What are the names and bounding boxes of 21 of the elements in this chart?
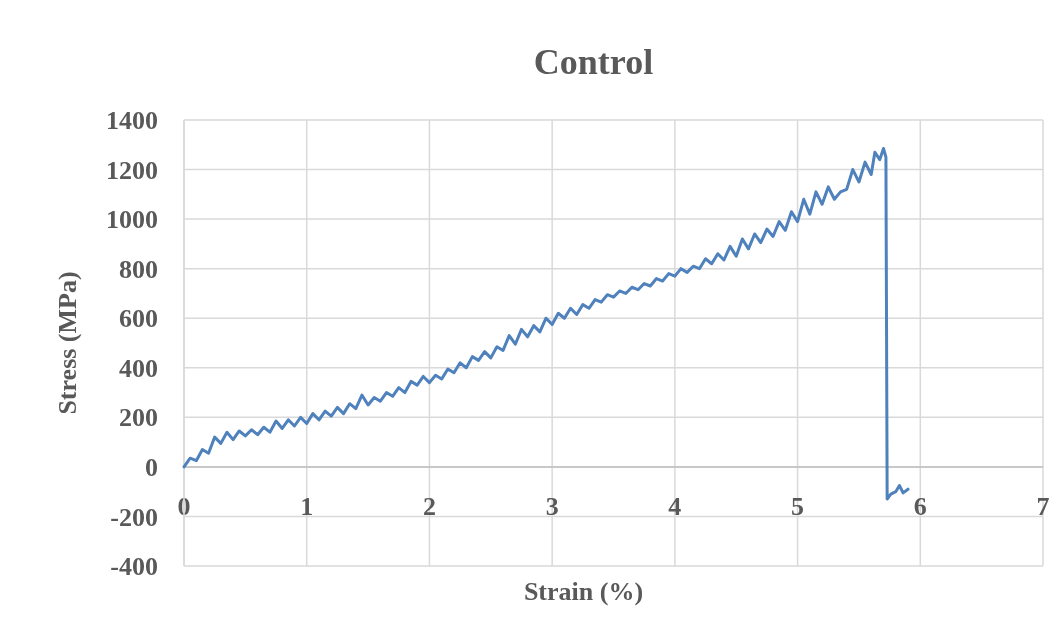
y-tick-label: 0	[145, 452, 158, 482]
x-tick-label: 6	[913, 491, 927, 521]
x-axis-title: Strain (%)	[523, 577, 644, 606]
y-tick-label: 600	[119, 304, 158, 334]
y-tick-label: 1400	[106, 106, 158, 136]
y-tick-label: -400	[110, 552, 158, 582]
x-tick-label: 2	[422, 491, 436, 521]
y-tick-label: 1200	[106, 155, 158, 185]
y-tick-label: -200	[110, 502, 158, 532]
x-tick-label: 5	[791, 491, 805, 521]
x-tick-label: 7	[1036, 491, 1050, 521]
y-tick-label: 400	[119, 353, 158, 383]
x-tick-label: 3	[545, 491, 559, 521]
x-tick-label: 0	[177, 491, 191, 521]
y-tick-label: 800	[119, 254, 158, 284]
y-tick-label: 1000	[106, 205, 158, 235]
x-tick-label: 1	[300, 491, 314, 521]
x-tick-label: 4	[668, 491, 682, 521]
chart-title: Control	[533, 42, 654, 82]
y-axis-title: Stress (MPa)	[53, 271, 82, 415]
y-tick-label: 200	[119, 403, 158, 433]
